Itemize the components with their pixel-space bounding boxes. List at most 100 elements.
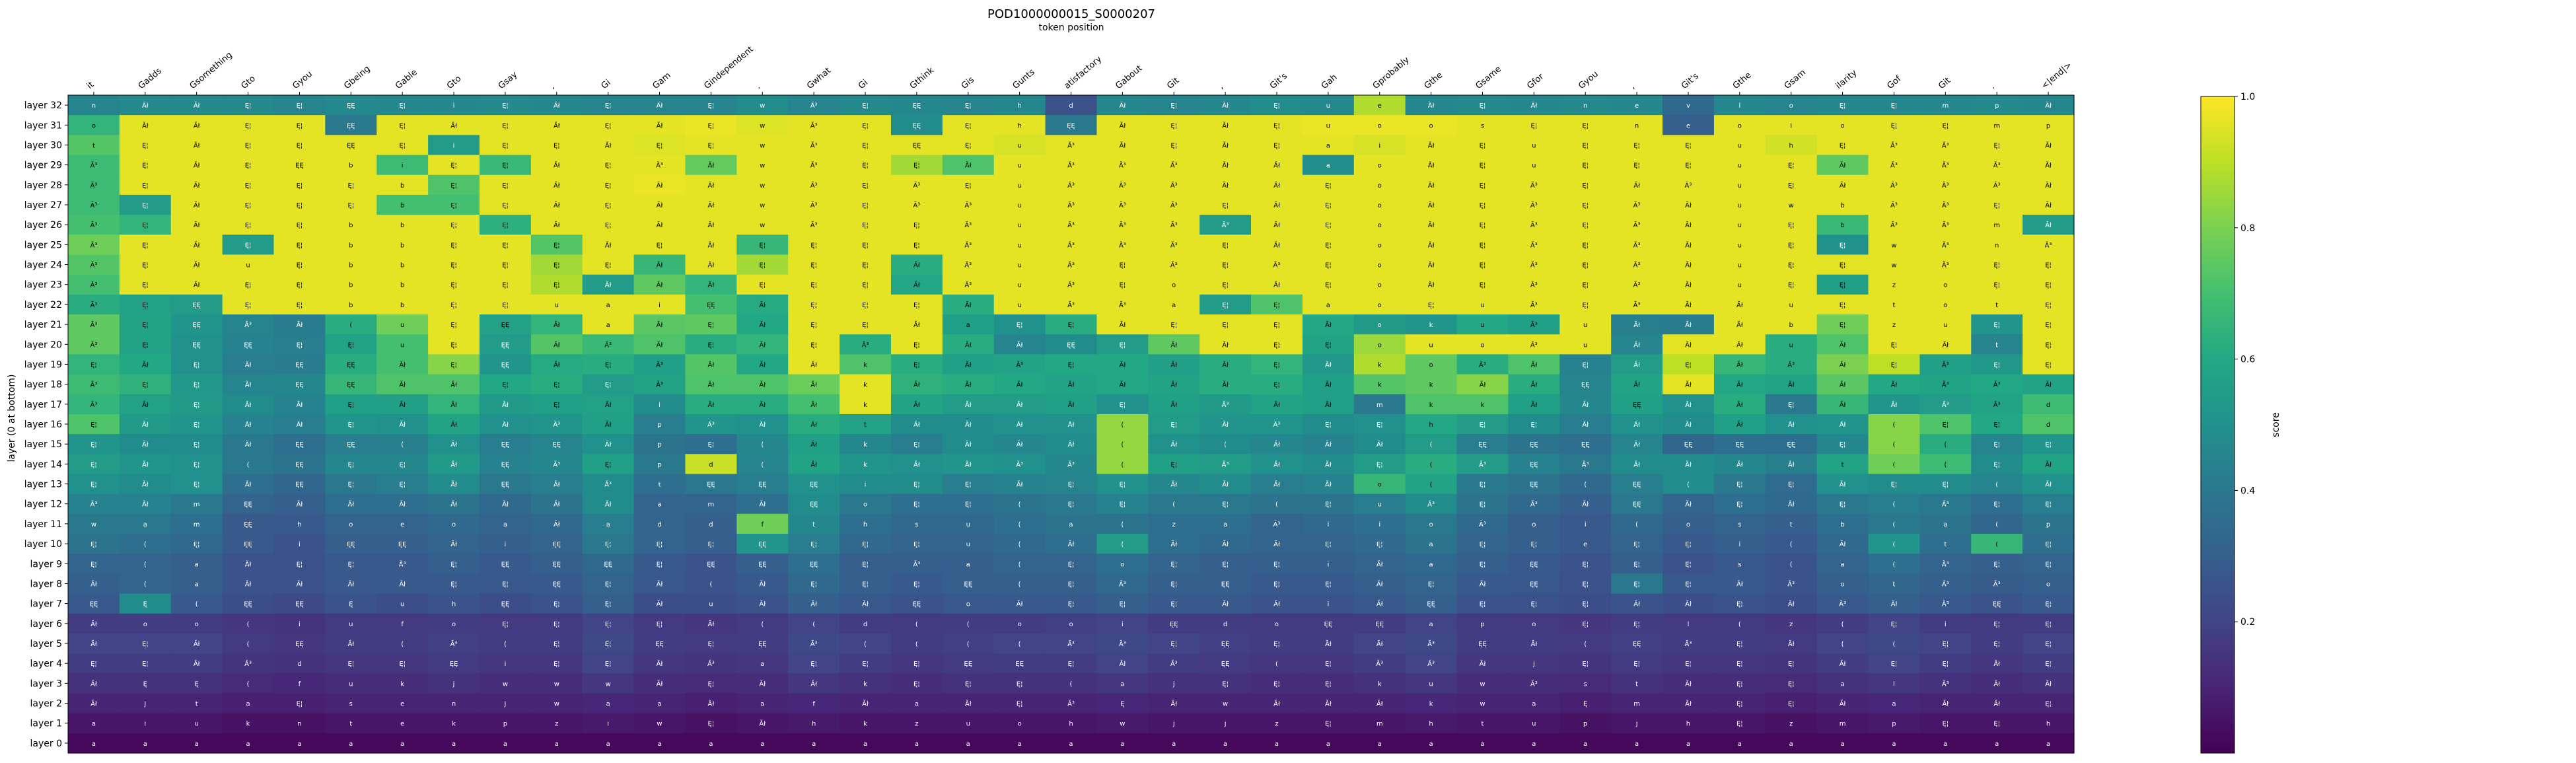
heatmap-cell bbox=[1816, 314, 1869, 335]
heatmap-cell-label: e bbox=[1635, 102, 1639, 110]
heatmap-cell bbox=[273, 135, 326, 156]
heatmap-cell-label: Ę¦ bbox=[502, 163, 509, 170]
heatmap-cell bbox=[1559, 135, 1612, 156]
heatmap-cell bbox=[582, 294, 635, 315]
heatmap-cell bbox=[1405, 354, 1458, 375]
heatmap-cell bbox=[840, 294, 892, 315]
heatmap-cell-label: ( bbox=[1995, 521, 1998, 528]
heatmap-cell-label: Ă³ bbox=[90, 340, 98, 349]
heatmap-cell-label: Ă³ bbox=[1119, 181, 1126, 190]
heatmap-cell-label: u bbox=[1738, 163, 1742, 170]
heatmap-cell bbox=[1199, 374, 1252, 395]
heatmap-cell-label: o bbox=[452, 621, 456, 628]
heatmap-cell-label: Ę¦ bbox=[1685, 163, 1692, 170]
heatmap-cell-label: Ę¦ bbox=[347, 421, 354, 429]
heatmap-cell-label: o bbox=[1172, 282, 1176, 289]
heatmap-cell-label: Ę¦ bbox=[90, 482, 97, 489]
heatmap-cell bbox=[1868, 314, 1920, 335]
heatmap-cell bbox=[1199, 115, 1252, 135]
heatmap-cell-label: Ę¦ bbox=[605, 202, 612, 209]
heatmap-cell bbox=[1251, 115, 1303, 135]
heatmap-cell-label: o bbox=[452, 521, 456, 528]
heatmap-cell-label: o bbox=[1789, 102, 1793, 110]
heatmap-cell-label: Ę¦ bbox=[1736, 601, 1743, 608]
heatmap-cell bbox=[325, 115, 377, 135]
heatmap-cell bbox=[530, 274, 583, 295]
heatmap-cell-label: ĘĘ bbox=[758, 541, 767, 548]
heatmap-cell-label: Ă³ bbox=[1839, 600, 1846, 608]
colorbar-tick-label: 0.2 bbox=[2240, 617, 2255, 628]
heatmap-cell-label: Ę¦ bbox=[2045, 342, 2052, 349]
heatmap-cell-label: Ă³ bbox=[1530, 281, 1538, 289]
heatmap-cell-label: w bbox=[1891, 262, 1896, 270]
heatmap-cell-label: o bbox=[1378, 222, 1382, 229]
heatmap-cell-label: Ę¦ bbox=[450, 581, 457, 588]
heatmap-cell bbox=[119, 274, 172, 295]
heatmap-cell-label: Ę¦ bbox=[142, 142, 149, 149]
heatmap-cell bbox=[1868, 215, 1920, 235]
heatmap-cell bbox=[376, 354, 429, 375]
heatmap-cell-label: Ăł bbox=[1685, 420, 1692, 429]
heatmap-cell-label: p bbox=[1583, 721, 1587, 728]
heatmap-cell-label: Ăł bbox=[450, 480, 457, 489]
heatmap-cell-label: Ăł bbox=[1325, 460, 1332, 468]
heatmap-cell-label: Ăł bbox=[1582, 400, 1589, 409]
heatmap-cell-label: Ę¦ bbox=[862, 182, 869, 190]
heatmap-cell-label: Ăł bbox=[1222, 540, 1229, 548]
heatmap-cell-label: Ă³ bbox=[1530, 240, 1538, 249]
heatmap-cell bbox=[1765, 334, 1818, 355]
heatmap-cell-label: Ę¦ bbox=[1582, 661, 1589, 668]
x-tick-label: . bbox=[1988, 82, 1997, 91]
heatmap-cell-label: Ăł bbox=[965, 340, 972, 349]
heatmap-cell bbox=[993, 155, 1046, 176]
heatmap-cell-label: ĘĘ bbox=[1221, 661, 1230, 668]
heatmap-cell bbox=[1251, 194, 1303, 215]
heatmap-cell bbox=[993, 95, 1046, 116]
heatmap-cell-label: Ę¦ bbox=[1993, 282, 2000, 289]
heatmap-cell-label: t bbox=[349, 721, 352, 728]
heatmap-cell-label: Ăł bbox=[1840, 659, 1846, 668]
heatmap-cell-label: Ăł bbox=[245, 440, 252, 449]
heatmap-cell-label: a bbox=[246, 741, 250, 748]
heatmap-cell bbox=[222, 194, 275, 215]
heatmap-cell bbox=[68, 135, 120, 156]
heatmap-cell bbox=[2022, 274, 2075, 295]
heatmap-cell-label: Ę¦ bbox=[1840, 441, 1846, 449]
x-tick-label: Gthe bbox=[1731, 70, 1754, 91]
heatmap-cell-label: Ę¦ bbox=[194, 402, 200, 409]
heatmap-cell bbox=[1251, 95, 1303, 116]
heatmap-cell bbox=[1713, 135, 1766, 156]
heatmap-cell-label: a bbox=[606, 322, 610, 329]
heatmap-cell-label: h bbox=[1017, 122, 1021, 129]
heatmap-cell-label: Ę¦ bbox=[1582, 282, 1589, 289]
heatmap-cell-label: Ăł bbox=[1788, 460, 1795, 468]
heatmap-cell-label: ( bbox=[1019, 561, 1021, 568]
heatmap-cell bbox=[428, 194, 480, 215]
heatmap-cell bbox=[530, 115, 583, 135]
heatmap-cell-label: i bbox=[1738, 541, 1740, 548]
heatmap-cell bbox=[1302, 135, 1355, 156]
heatmap-cell-label: Ă³ bbox=[1890, 221, 1898, 229]
heatmap-cell-label: Ăł bbox=[1428, 141, 1435, 149]
heatmap-cell bbox=[222, 374, 275, 395]
heatmap-cell bbox=[273, 215, 326, 235]
heatmap-cell bbox=[788, 155, 840, 176]
heatmap-cell bbox=[1816, 135, 1869, 156]
heatmap-cell-label: Ăł bbox=[708, 620, 715, 628]
heatmap-cell-label: ĘĘ bbox=[295, 361, 304, 369]
heatmap-cell-label: u bbox=[1480, 302, 1484, 309]
heatmap-cell-label: Ă³ bbox=[1942, 261, 1949, 270]
heatmap-cell-label: Ăł bbox=[142, 420, 149, 429]
x-tick-label: Gthe bbox=[1423, 70, 1445, 91]
heatmap-cell-label: t bbox=[812, 521, 815, 528]
heatmap-cell-label: ĘĘ bbox=[552, 581, 561, 588]
heatmap-cell-label: ( bbox=[1019, 501, 1021, 509]
heatmap-cell-label: u bbox=[1583, 322, 1587, 329]
heatmap-cell-label: Ę¦ bbox=[399, 661, 406, 668]
heatmap-cell bbox=[222, 235, 275, 256]
heatmap-cell bbox=[993, 235, 1046, 256]
heatmap-cell-label: Ăł bbox=[194, 261, 200, 270]
heatmap-cell bbox=[68, 155, 120, 176]
heatmap-cell-label: t bbox=[864, 421, 867, 429]
heatmap-cell-label: Ę¦ bbox=[1840, 282, 1846, 289]
